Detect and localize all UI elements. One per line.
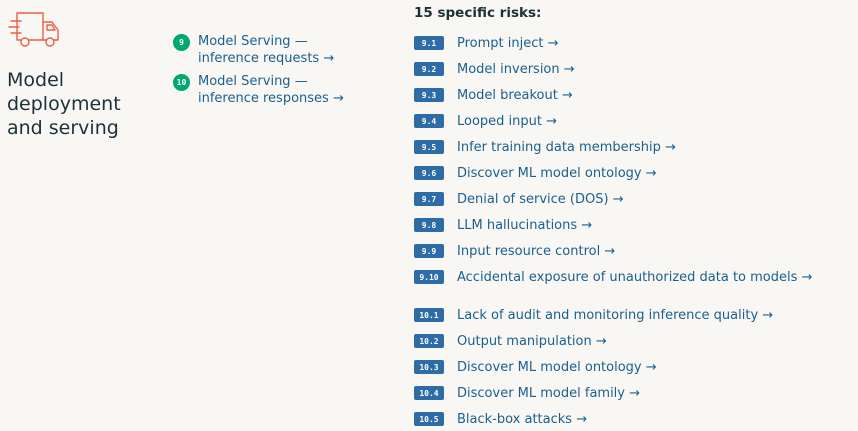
risk-link-10-1[interactable]: 10.1 Lack of audit and monitoring inferen…: [414, 302, 854, 328]
risk-link-10-4[interactable]: 10.4 Discover ML model family →: [414, 380, 854, 406]
risk-list: 15 specific risks: 9.1 Prompt inject → 9.2…: [414, 4, 854, 431]
risk-link-9-8[interactable]: 9.8 LLM hallucinations →: [414, 212, 854, 238]
risk-link-9-9[interactable]: 9.9 Input resource control →: [414, 238, 854, 264]
component-number-badge: 10: [173, 74, 190, 91]
risk-code-badge: 9.10: [414, 270, 444, 284]
risk-label: Looped input →: [457, 113, 558, 129]
risk-code-badge: 10.5: [414, 412, 444, 426]
component-link-model-serving-responses[interactable]: 10 Model Serving — inference responses →: [173, 73, 388, 107]
risk-label: Prompt inject →: [457, 35, 559, 51]
risk-label: Model breakout →: [457, 87, 573, 103]
risk-link-9-10[interactable]: 9.10 Accidental exposure of unauthorized …: [414, 264, 854, 290]
risk-label: Discover ML model ontology →: [457, 359, 657, 375]
risk-code-badge: 10.4: [414, 386, 444, 400]
component-label: Model Serving — inference requests →: [198, 33, 334, 67]
risk-label: Discover ML model family →: [457, 385, 641, 401]
section-title: Model deployment and serving: [7, 68, 167, 140]
component-link-model-serving-requests[interactable]: 9 Model Serving — inference requests →: [173, 33, 388, 67]
risk-label: Output manipulation →: [457, 333, 607, 349]
component-label: Model Serving — inference responses →: [198, 73, 344, 107]
risk-rows: 9.1 Prompt inject → 9.2 Model inversion → 9.…: [414, 30, 854, 431]
risk-label: Discover ML model ontology →: [457, 165, 657, 181]
risk-link-9-2[interactable]: 9.2 Model inversion →: [414, 56, 854, 82]
risk-code-badge: 9.2: [414, 62, 444, 76]
risk-code-badge: 10.2: [414, 334, 444, 348]
risk-label: Accidental exposure of unauthorized data…: [457, 269, 813, 285]
risk-link-10-5[interactable]: 10.5 Black-box attacks →: [414, 406, 854, 431]
risk-label: Infer training data membership →: [457, 139, 676, 155]
risks-heading: 15 specific risks:: [414, 5, 542, 21]
risk-link-10-2[interactable]: 10.2 Output manipulation →: [414, 328, 854, 354]
risk-code-badge: 9.4: [414, 114, 444, 128]
risk-code-badge: 9.5: [414, 140, 444, 154]
risk-code-badge: 9.7: [414, 192, 444, 206]
component-list: 9 Model Serving — inference requests → 1…: [173, 33, 388, 113]
risk-label: Input resource control →: [457, 243, 616, 259]
risk-label: Denial of service (DOS) →: [457, 191, 624, 207]
component-label-line: Model Serving —: [198, 74, 308, 89]
risk-code-badge: 10.3: [414, 360, 444, 374]
risk-code-badge: 9.9: [414, 244, 444, 258]
risk-code-badge: 9.6: [414, 166, 444, 180]
component-number-badge: 9: [173, 34, 190, 51]
component-label-line: inference responses →: [198, 91, 344, 106]
risk-code-badge: 9.3: [414, 88, 444, 102]
section-title-line: deployment: [7, 93, 121, 115]
risk-label: Black-box attacks →: [457, 411, 588, 427]
truck-icon: [8, 12, 59, 47]
risk-link-9-6[interactable]: 9.6 Discover ML model ontology →: [414, 160, 854, 186]
component-label-line: Model Serving —: [198, 34, 308, 49]
section-title-line: Model: [7, 69, 65, 91]
risk-code-badge: 9.8: [414, 218, 444, 232]
risk-label: Lack of audit and monitoring inference q…: [457, 307, 774, 323]
risk-link-10-3[interactable]: 10.3 Discover ML model ontology →: [414, 354, 854, 380]
risk-link-9-1[interactable]: 9.1 Prompt inject →: [414, 30, 854, 56]
risk-link-9-3[interactable]: 9.3 Model breakout →: [414, 82, 854, 108]
risk-code-badge: 10.1: [414, 308, 444, 322]
risk-link-9-5[interactable]: 9.5 Infer training data membership →: [414, 134, 854, 160]
risk-label: Model inversion →: [457, 61, 575, 77]
risk-code-badge: 9.1: [414, 36, 444, 50]
risk-label: LLM hallucinations →: [457, 217, 593, 233]
risk-link-9-7[interactable]: 9.7 Denial of service (DOS) →: [414, 186, 854, 212]
risk-link-9-4[interactable]: 9.4 Looped input →: [414, 108, 854, 134]
section-title-line: and serving: [7, 117, 119, 139]
component-label-line: inference requests →: [198, 51, 335, 66]
